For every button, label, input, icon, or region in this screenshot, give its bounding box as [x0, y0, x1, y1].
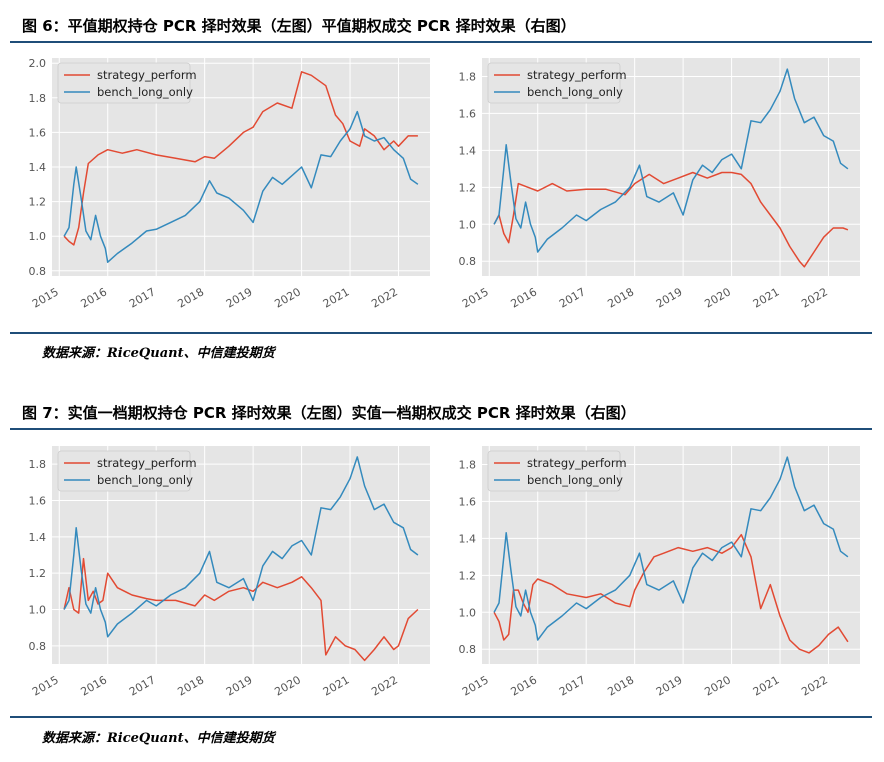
- x-tick-label: 2021: [321, 285, 352, 310]
- x-tick-label: 2020: [272, 285, 303, 310]
- y-tick-label: 0.8: [29, 640, 47, 653]
- x-tick-label: 2016: [78, 285, 109, 310]
- y-tick-label: 1.4: [459, 532, 477, 545]
- chart-fig7-right: 0.8 1.0 1.2 1.4 1.6 1.8 2015 2016 2017 2018 2019 20…: [459, 446, 860, 699]
- x-tick-label: 2016: [508, 285, 539, 310]
- legend: strategy_perform bench_long_only: [487, 450, 627, 492]
- y-tick-label: 1.8: [459, 458, 477, 471]
- x-tick-label: 2015: [30, 285, 61, 310]
- chart-fig6-right: 0.8 1.0 1.2 1.4 1.6 1.8 2015 2016 2017 2018 2019 20…: [459, 58, 860, 311]
- legend: strategy_perform bench_long_only: [57, 450, 197, 492]
- x-tick-label: 2017: [127, 285, 158, 310]
- x-tick-label: 2021: [751, 285, 782, 310]
- legend: strategy_perform bench_long_only: [487, 62, 627, 104]
- x-tick-label: 2015: [30, 673, 61, 698]
- figure-6-bottom-rule: [10, 332, 872, 334]
- x-tick-label: 2020: [702, 285, 733, 310]
- series-line-bench-long-only: [493, 68, 849, 253]
- y-tick-label: 2.0: [29, 57, 47, 70]
- x-tick-label: 2021: [321, 673, 352, 698]
- series-line-strategy-perform: [493, 171, 849, 268]
- y-tick-label: 1.0: [459, 606, 477, 619]
- x-tick-label: 2018: [605, 673, 636, 698]
- x-tick-label: 2019: [224, 285, 255, 310]
- legend-box: [487, 62, 621, 104]
- y-tick-label: 1.8: [29, 458, 47, 471]
- y-tick-label: 1.2: [459, 181, 477, 194]
- legend-label: strategy_perform: [527, 68, 627, 82]
- figure-6-title: 图 6：平值期权持仓 PCR 择时效果（左图）平值期权成交 PCR 择时效果（右…: [22, 17, 576, 35]
- x-tick-label: 2018: [605, 285, 636, 310]
- x-tick-label: 2015: [460, 285, 491, 310]
- x-tick-label: 2016: [508, 673, 539, 698]
- series-line-bench-long-only: [493, 456, 849, 641]
- x-tick-label: 2019: [654, 673, 685, 698]
- series-line-strategy-perform: [63, 71, 418, 246]
- legend-label: strategy_perform: [97, 456, 197, 470]
- y-tick-label: 1.4: [459, 144, 477, 157]
- y-tick-label: 1.0: [29, 230, 47, 243]
- y-tick-label: 1.4: [29, 531, 47, 544]
- x-tick-label: 2020: [272, 673, 303, 698]
- x-tick-label: 2019: [654, 285, 685, 310]
- x-tick-label: 2017: [127, 673, 158, 698]
- y-tick-label: 1.2: [29, 196, 47, 209]
- chart-fig6-left: 0.8 1.0 1.2 1.4 1.6 1.8 2.0 2015 2016 2017 2018 201…: [29, 57, 430, 311]
- y-tick-label: 1.8: [459, 70, 477, 83]
- y-tick-label: 1.2: [459, 569, 477, 582]
- x-tick-label: 2021: [751, 673, 782, 698]
- x-tick-label: 2020: [702, 673, 733, 698]
- figure-7-bottom-rule: [10, 716, 872, 718]
- x-tick-label: 2016: [78, 673, 109, 698]
- y-tick-label: 0.8: [459, 255, 477, 268]
- y-tick-label: 1.4: [29, 161, 47, 174]
- y-tick-label: 1.6: [459, 107, 477, 120]
- y-tick-label: 1.0: [29, 604, 47, 617]
- y-tick-label: 1.2: [29, 567, 47, 580]
- x-tick-label: 2019: [224, 673, 255, 698]
- x-tick-label: 2017: [557, 673, 588, 698]
- legend-label: bench_long_only: [97, 85, 193, 99]
- x-tick-label: 2022: [369, 673, 400, 698]
- figure-6-top-rule: [10, 41, 872, 43]
- legend-label: bench_long_only: [527, 85, 623, 99]
- figure-6-source: 数据来源：RiceQuant、中信建投期货: [42, 346, 275, 361]
- y-tick-label: 1.0: [459, 218, 477, 231]
- legend-label: strategy_perform: [527, 456, 627, 470]
- x-tick-label: 2017: [557, 285, 588, 310]
- x-tick-label: 2022: [799, 285, 830, 310]
- legend-label: bench_long_only: [527, 473, 623, 487]
- x-tick-label: 2018: [175, 673, 206, 698]
- figure-7-title: 图 7：实值一档期权持仓 PCR 择时效果（左图）实值一档期权成交 PCR 择时…: [22, 404, 636, 422]
- series-line-bench-long-only: [63, 456, 419, 638]
- x-tick-label: 2018: [175, 285, 206, 310]
- x-tick-label: 2015: [460, 673, 491, 698]
- figure-7-top-rule: [10, 428, 872, 430]
- legend: strategy_perform bench_long_only: [57, 62, 197, 104]
- y-tick-label: 1.6: [459, 495, 477, 508]
- figure-7-source: 数据来源：RiceQuant、中信建投期货: [42, 731, 275, 746]
- y-tick-label: 1.6: [29, 126, 47, 139]
- x-tick-label: 2022: [799, 673, 830, 698]
- series-line-bench-long-only: [63, 110, 419, 263]
- legend-box: [487, 450, 621, 492]
- x-tick-label: 2022: [369, 285, 400, 310]
- legend-box: [57, 450, 191, 492]
- chart-fig7-left: 0.8 1.0 1.2 1.4 1.6 1.8 2015 2016 2017 2018 2019 20…: [29, 446, 430, 699]
- legend-label: bench_long_only: [97, 473, 193, 487]
- legend-label: strategy_perform: [97, 68, 197, 82]
- y-tick-label: 1.8: [29, 92, 47, 105]
- y-tick-label: 0.8: [459, 643, 477, 656]
- y-tick-label: 1.6: [29, 495, 47, 508]
- legend-box: [57, 62, 191, 104]
- y-tick-label: 0.8: [29, 265, 47, 278]
